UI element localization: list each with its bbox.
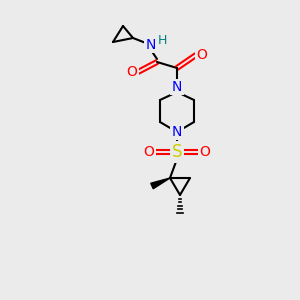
- Text: N: N: [172, 125, 182, 139]
- Text: N: N: [146, 38, 156, 52]
- Text: N: N: [172, 80, 182, 94]
- Text: O: O: [200, 145, 210, 159]
- Text: S: S: [172, 143, 182, 161]
- Text: H: H: [157, 34, 167, 47]
- Text: O: O: [196, 48, 207, 62]
- Polygon shape: [151, 178, 170, 189]
- Text: O: O: [144, 145, 154, 159]
- Text: O: O: [127, 65, 137, 79]
